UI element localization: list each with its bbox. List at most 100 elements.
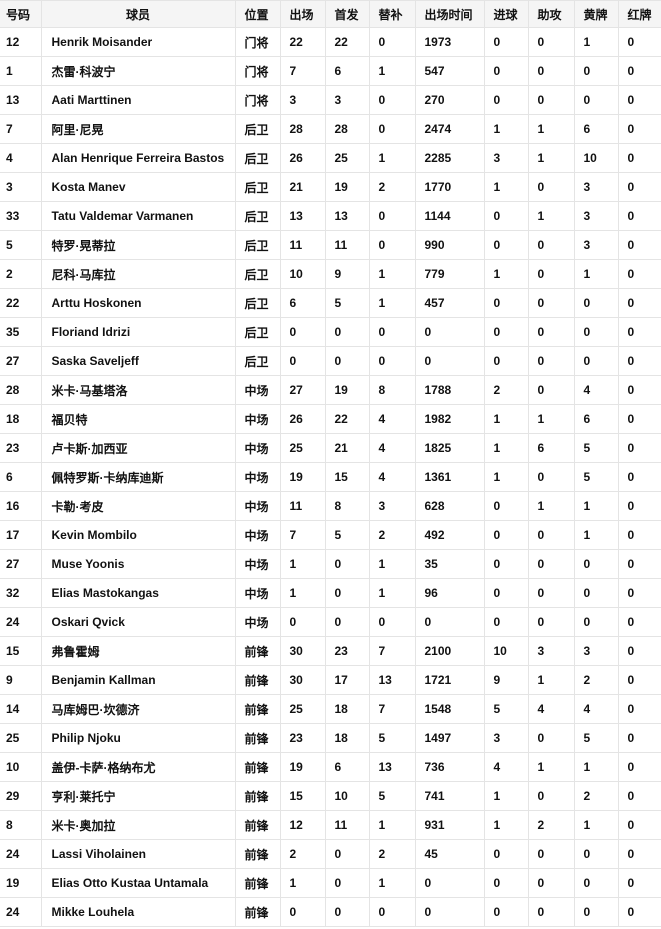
cell-starts: 0: [324, 549, 370, 579]
cell-number: 29: [0, 781, 42, 811]
cell-position: 后卫: [234, 143, 281, 173]
cell-goals: 1: [483, 114, 529, 144]
cell-red-cards: 0: [617, 868, 661, 898]
cell-yellow-cards: 0: [573, 839, 619, 869]
cell-position: 后卫: [234, 317, 281, 347]
cell-minutes: 1361: [414, 462, 485, 492]
cell-appearances: 13: [279, 201, 326, 231]
cell-red-cards: 0: [617, 752, 661, 782]
cell-appearances: 0: [279, 346, 326, 376]
cell-yellow-cards: 1: [573, 259, 619, 289]
cell-minutes: 1721: [414, 665, 485, 695]
cell-position: 中场: [234, 607, 281, 637]
cell-red-cards: 0: [617, 201, 661, 231]
cell-position: 前锋: [234, 665, 281, 695]
cell-appearances: 26: [279, 143, 326, 173]
cell-goals: 3: [483, 723, 529, 753]
cell-starts: 0: [324, 346, 370, 376]
cell-substitute: 5: [368, 781, 416, 811]
cell-player: Aati Marttinen: [40, 85, 236, 115]
cell-substitute: 3: [368, 491, 416, 521]
cell-position: 后卫: [234, 172, 281, 202]
cell-player: 尼科·马库拉: [40, 259, 236, 289]
cell-red-cards: 0: [617, 636, 661, 666]
column-header-minutes: 出场时间: [414, 0, 485, 28]
cell-minutes: 270: [414, 85, 485, 115]
cell-minutes: 1973: [414, 27, 485, 57]
cell-number: 24: [0, 607, 42, 637]
cell-position: 中场: [234, 462, 281, 492]
cell-starts: 28: [324, 114, 370, 144]
table-row: 13 Aati Marttinen 门将 3 3 0 270 0 0 0 0: [0, 85, 661, 115]
cell-goals: 0: [483, 27, 529, 57]
cell-yellow-cards: 6: [573, 404, 619, 434]
cell-appearances: 22: [279, 27, 326, 57]
cell-assists: 0: [527, 317, 575, 347]
cell-number: 35: [0, 317, 42, 347]
cell-number: 7: [0, 114, 42, 144]
cell-assists: 0: [527, 375, 575, 405]
cell-appearances: 25: [279, 433, 326, 463]
column-header-goals: 进球: [483, 0, 529, 28]
cell-starts: 13: [324, 201, 370, 231]
cell-goals: 0: [483, 549, 529, 579]
cell-assists: 1: [527, 491, 575, 521]
cell-player: Kevin Mombilo: [40, 520, 236, 550]
cell-number: 33: [0, 201, 42, 231]
cell-substitute: 1: [368, 288, 416, 318]
cell-yellow-cards: 2: [573, 781, 619, 811]
cell-yellow-cards: 0: [573, 549, 619, 579]
cell-red-cards: 0: [617, 85, 661, 115]
cell-minutes: 547: [414, 56, 485, 86]
column-header-number: 号码: [0, 0, 42, 28]
table-row: 7 阿里·尼晃 后卫 28 28 0 2474 1 1 6 0: [0, 114, 661, 144]
cell-substitute: 13: [368, 665, 416, 695]
cell-yellow-cards: 3: [573, 636, 619, 666]
cell-starts: 0: [324, 868, 370, 898]
cell-appearances: 30: [279, 665, 326, 695]
cell-goals: 1: [483, 462, 529, 492]
cell-player: Benjamin Kallman: [40, 665, 236, 695]
table-row: 14 马库姆巴·坎德济 前锋 25 18 7 1548 5 4 4 0: [0, 694, 661, 724]
cell-minutes: 1982: [414, 404, 485, 434]
cell-minutes: 96: [414, 578, 485, 608]
table-row: 2 尼科·马库拉 后卫 10 9 1 779 1 0 1 0: [0, 259, 661, 289]
cell-minutes: 492: [414, 520, 485, 550]
cell-minutes: 1788: [414, 375, 485, 405]
column-header-starts: 首发: [324, 0, 370, 28]
cell-starts: 8: [324, 491, 370, 521]
cell-position: 后卫: [234, 114, 281, 144]
cell-appearances: 7: [279, 520, 326, 550]
cell-appearances: 25: [279, 694, 326, 724]
cell-player: Saska Saveljeff: [40, 346, 236, 376]
cell-goals: 0: [483, 491, 529, 521]
cell-number: 14: [0, 694, 42, 724]
cell-substitute: 8: [368, 375, 416, 405]
cell-substitute: 4: [368, 462, 416, 492]
cell-position: 中场: [234, 404, 281, 434]
cell-appearances: 27: [279, 375, 326, 405]
table-row: 18 福贝特 中场 26 22 4 1982 1 1 6 0: [0, 404, 661, 434]
cell-goals: 10: [483, 636, 529, 666]
cell-goals: 4: [483, 752, 529, 782]
cell-yellow-cards: 0: [573, 578, 619, 608]
cell-goals: 2: [483, 375, 529, 405]
cell-position: 后卫: [234, 230, 281, 260]
cell-position: 后卫: [234, 259, 281, 289]
cell-assists: 6: [527, 433, 575, 463]
cell-goals: 1: [483, 259, 529, 289]
cell-red-cards: 0: [617, 491, 661, 521]
table-row: 29 亨利·莱托宁 前锋 15 10 5 741 1 0 2 0: [0, 781, 661, 811]
cell-starts: 19: [324, 375, 370, 405]
cell-player: 弗鲁霍姆: [40, 636, 236, 666]
cell-appearances: 26: [279, 404, 326, 434]
cell-assists: 0: [527, 607, 575, 637]
table-row: 28 米卡·马基塔洛 中场 27 19 8 1788 2 0 4 0: [0, 375, 661, 405]
cell-player: 特罗·晃蒂拉: [40, 230, 236, 260]
cell-minutes: 931: [414, 810, 485, 840]
cell-red-cards: 0: [617, 114, 661, 144]
cell-player: Muse Yoonis: [40, 549, 236, 579]
cell-yellow-cards: 1: [573, 491, 619, 521]
cell-substitute: 2: [368, 839, 416, 869]
cell-substitute: 0: [368, 85, 416, 115]
